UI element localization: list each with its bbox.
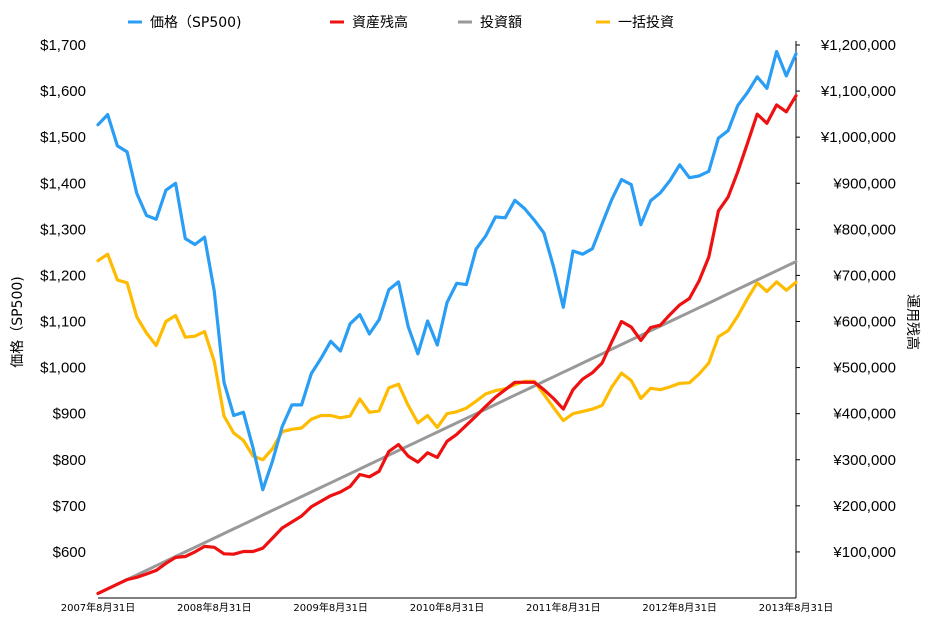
series-line-2 (96, 260, 798, 595)
y-right-tick-label: ¥1,200,000 (820, 37, 896, 54)
legend: 価格（SP500) 資産残高 投資額 一括投資 (128, 14, 674, 31)
y-left-tick-label: $600 (53, 544, 86, 561)
y-right-axis-title: 運用残高 (904, 294, 921, 350)
y-right-tick-label: ¥400,000 (832, 406, 896, 423)
x-tick-label: 2007年8月31日 (61, 601, 136, 614)
y-left-axis-title: 価格（SP500) (10, 276, 26, 368)
y-left-tick-label: $1,700 (40, 37, 86, 54)
y-left-tick-label: $800 (53, 452, 86, 469)
legend-label: 投資額 (480, 15, 522, 31)
legend-label: 資産残高 (352, 14, 408, 31)
y-left-tick-label: $1,600 (40, 83, 86, 100)
y-left-tick-label: $1,000 (40, 360, 86, 377)
series-line-0 (96, 49, 798, 492)
y-left-tick-label: $1,300 (40, 221, 86, 238)
axes (98, 41, 797, 599)
tick-labels: $600 $700 $800 $900 $1,000 $1,100 $1,200 $1,300… (40, 37, 896, 614)
y-left-tick-label: $1,500 (40, 129, 86, 146)
y-right-tick-label: ¥1,000,000 (820, 129, 896, 146)
y-right-tick-label: ¥200,000 (832, 498, 896, 515)
x-tick-label: 2009年8月31日 (293, 601, 368, 614)
y-right-tick-label: ¥800,000 (832, 221, 896, 238)
axis-titles: 価格（SP500) 運用残高 (10, 276, 921, 368)
y-left-tick-label: $1,400 (40, 175, 86, 192)
series-lines (96, 49, 798, 596)
series-line-3 (96, 252, 798, 462)
y-right-tick-label: ¥900,000 (832, 175, 896, 192)
x-tick-label: 2013年8月31日 (759, 601, 834, 614)
x-tick-label: 2010年8月31日 (410, 601, 485, 614)
y-right-tick-label: ¥300,000 (832, 452, 896, 469)
y-left-tick-label: $1,200 (40, 267, 86, 284)
y-right-tick-label: ¥500,000 (832, 360, 896, 377)
legend-label: 一括投資 (618, 15, 674, 31)
y-left-tick-label: $700 (53, 498, 86, 515)
y-left-tick-label: $1,100 (40, 314, 86, 331)
x-tick-label: 2012年8月31日 (642, 601, 717, 614)
legend-label: 価格（SP500) (150, 15, 242, 31)
y-left-tick-label: $900 (53, 406, 86, 423)
x-tick-label: 2008年8月31日 (177, 601, 252, 614)
series-line-1 (96, 94, 798, 596)
y-right-tick-label: ¥700,000 (832, 267, 896, 284)
y-right-tick-label: ¥100,000 (832, 544, 896, 561)
x-tick-label: 2011年8月31日 (526, 601, 601, 614)
y-right-tick-label: ¥600,000 (832, 314, 896, 331)
y-right-tick-label: ¥1,100,000 (820, 83, 896, 100)
